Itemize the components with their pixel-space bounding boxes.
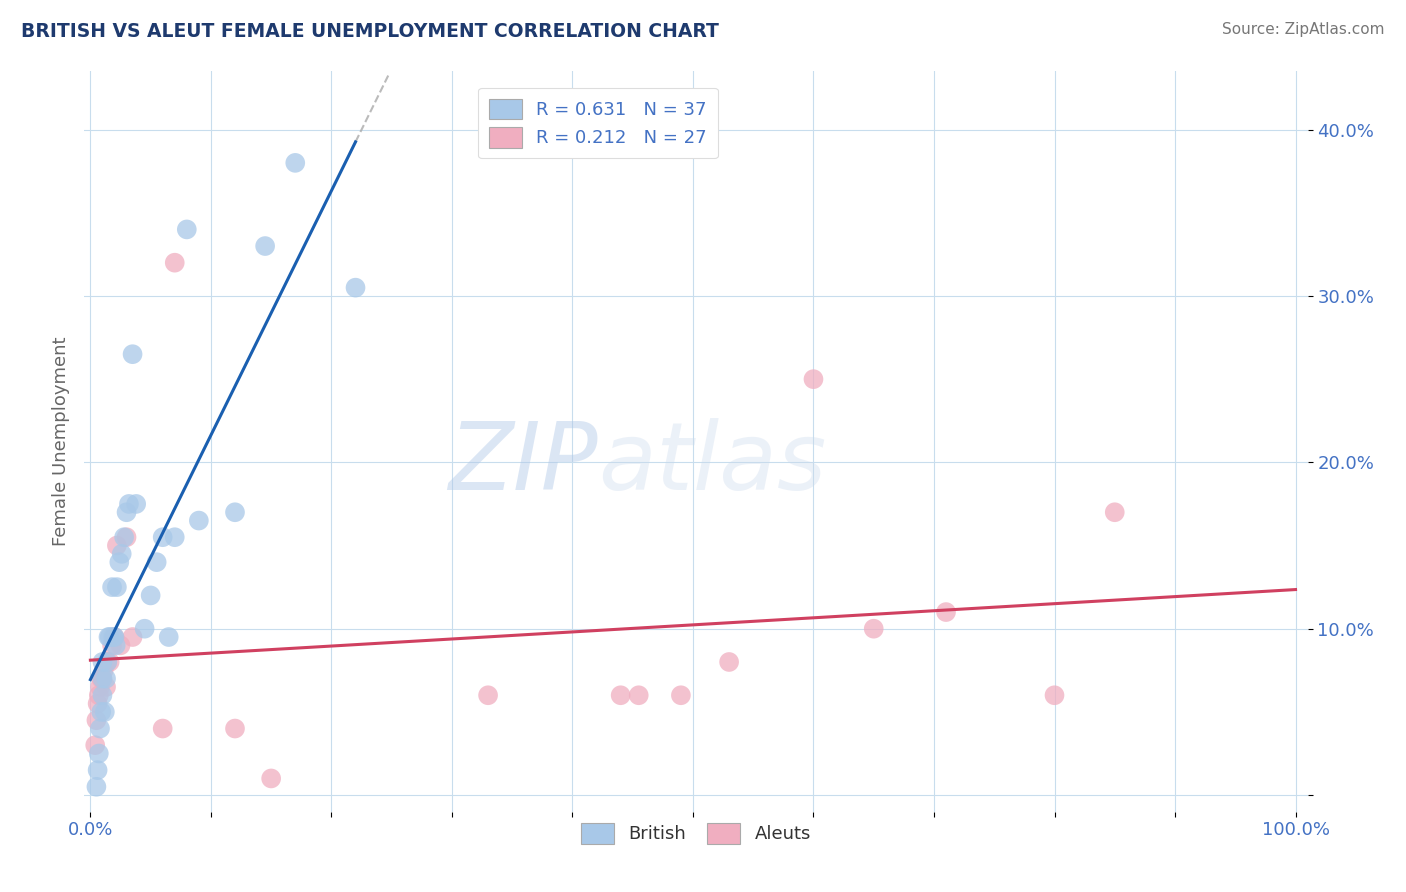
Point [152, 722, 174, 736]
Point [111, 547, 134, 561]
Point [91, 672, 114, 686]
Point [91, 672, 114, 686]
Point [103, 630, 125, 644]
Point [112, 530, 135, 544]
Legend: British, Aleuts: British, Aleuts [574, 815, 818, 851]
Text: ZIP: ZIP [449, 418, 598, 509]
Point [104, 638, 127, 652]
Point [110, 638, 132, 652]
Y-axis label: Female Unemployment: Female Unemployment [52, 337, 70, 546]
Point [718, 655, 741, 669]
Point [89, 680, 111, 694]
Point [98, 630, 121, 644]
Point [86, 697, 108, 711]
Point [115, 530, 138, 544]
Point [96, 655, 118, 669]
Point [101, 580, 124, 594]
Point [125, 497, 148, 511]
Point [94, 672, 117, 686]
Point [98, 655, 121, 669]
Point [152, 530, 174, 544]
Point [344, 280, 367, 294]
Point [477, 688, 499, 702]
Point [91, 655, 114, 669]
Point [627, 688, 650, 702]
Point [103, 630, 125, 644]
Point [163, 255, 186, 269]
Point [284, 156, 307, 170]
Point [121, 347, 143, 361]
Point [187, 514, 209, 528]
Point [224, 722, 246, 736]
Point [103, 630, 125, 644]
Point [163, 530, 186, 544]
Point [115, 505, 138, 519]
Point [105, 539, 128, 553]
Point [87, 747, 110, 761]
Point [121, 630, 143, 644]
Point [609, 688, 631, 702]
Point [862, 622, 884, 636]
Point [176, 222, 198, 236]
Point [94, 680, 117, 694]
Point [84, 738, 107, 752]
Point [87, 688, 110, 702]
Point [935, 605, 957, 619]
Point [93, 663, 115, 677]
Point [157, 630, 180, 644]
Point [86, 763, 108, 777]
Point [254, 239, 277, 253]
Point [1043, 688, 1066, 702]
Point [118, 497, 141, 511]
Point [86, 713, 108, 727]
Text: BRITISH VS ALEUT FEMALE UNEMPLOYMENT CORRELATION CHART: BRITISH VS ALEUT FEMALE UNEMPLOYMENT COR… [21, 22, 718, 41]
Point [101, 638, 124, 652]
Text: Source: ZipAtlas.com: Source: ZipAtlas.com [1222, 22, 1385, 37]
Point [145, 555, 167, 569]
Point [134, 622, 156, 636]
Point [108, 555, 131, 569]
Point [90, 705, 112, 719]
Point [96, 655, 118, 669]
Point [91, 688, 114, 702]
Text: atlas: atlas [598, 418, 827, 509]
Point [669, 688, 692, 702]
Point [97, 630, 120, 644]
Point [803, 372, 825, 386]
Point [105, 580, 128, 594]
Point [94, 705, 117, 719]
Point [90, 672, 112, 686]
Point [260, 772, 283, 786]
Point [1104, 505, 1126, 519]
Point [89, 722, 111, 736]
Point [139, 589, 162, 603]
Point [224, 505, 246, 519]
Point [86, 780, 108, 794]
